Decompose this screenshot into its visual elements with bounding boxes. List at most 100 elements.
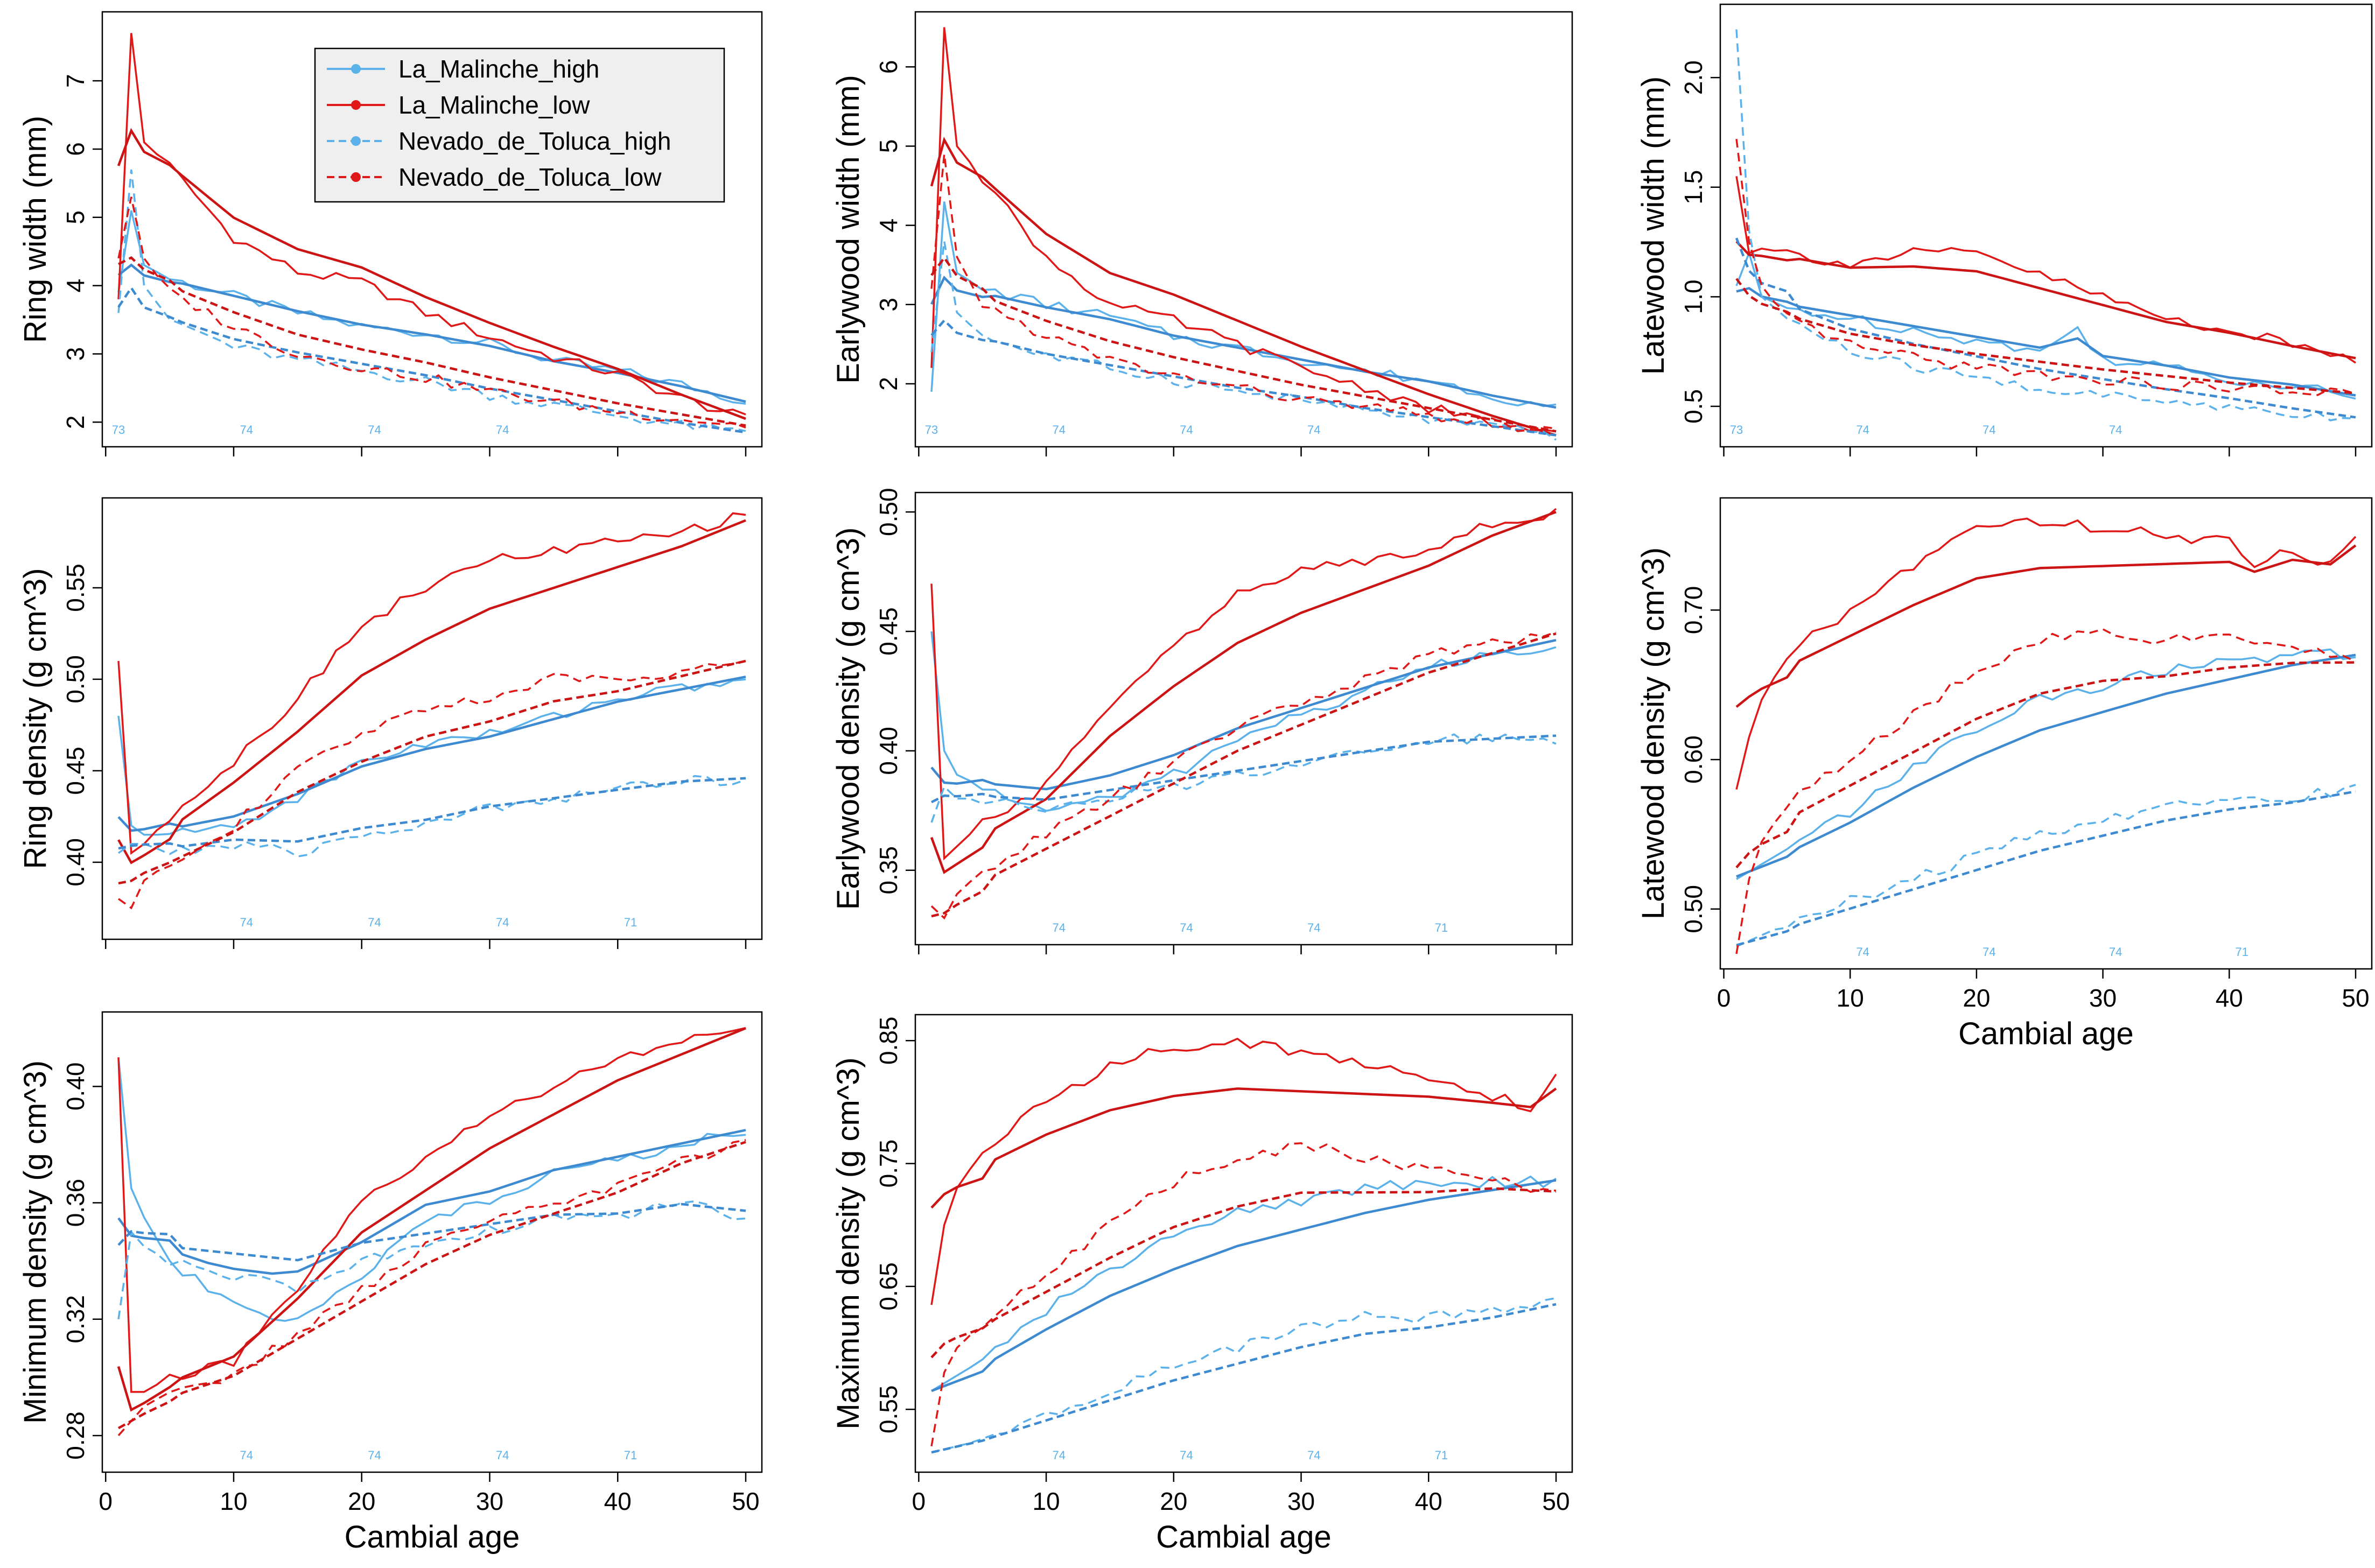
series-raw-La_Malinche_low — [930, 1037, 1557, 1305]
series-fit-La_Malinche_high — [930, 639, 1557, 791]
series-fit-La_Malinche_low — [930, 511, 1557, 874]
y-tick-label: 0.50 — [61, 655, 89, 704]
series-fit-La_Malinche_low — [930, 1087, 1557, 1209]
sample-size-label: 71 — [624, 916, 637, 929]
sample-size-label: 74 — [496, 423, 509, 437]
y-tick-label: 2.0 — [1679, 60, 1707, 95]
y-axis-label: Ring width (mm) — [18, 116, 53, 343]
x-axis-label: Cambial age — [345, 1520, 520, 1555]
y-tick-label: 0.85 — [874, 1016, 902, 1065]
x-tick-label: 30 — [476, 1487, 503, 1515]
series-fit-Nevado_de_Toluca_low — [930, 256, 1557, 433]
sample-size-label: 71 — [2236, 945, 2248, 959]
sample-size-label: 74 — [368, 423, 381, 437]
series-fit-La_Malinche_high — [1736, 287, 2356, 397]
sample-size-label: 71 — [1435, 1449, 1448, 1462]
sample-size-label: 74 — [240, 916, 253, 929]
chart-panel-4: 0.40 0.45 0.50 0.55 Ring density (g cm^3) 74 7… — [18, 497, 763, 949]
y-tick-label: 0.45 — [61, 747, 89, 795]
y-tick-label: 0.50 — [874, 488, 902, 536]
legend-label: La_Malinche_high — [398, 55, 599, 83]
y-tick-label: 0.50 — [1679, 885, 1707, 933]
series-raw-Nevado_de_Toluca_high — [117, 1200, 746, 1319]
sample-size-label: 74 — [496, 916, 509, 929]
x-tick-label: 50 — [2342, 984, 2369, 1012]
series-fit-Nevado_de_Toluca_high — [930, 734, 1557, 804]
series-fit-La_Malinche_high — [117, 676, 746, 832]
sample-size-label: 74 — [1180, 921, 1193, 934]
x-tick-label: 20 — [1160, 1487, 1187, 1515]
series-raw-La_Malinche_low — [117, 512, 746, 855]
series-fit-Nevado_de_Toluca_low — [1735, 278, 2356, 395]
series-raw-Nevado_de_Toluca_low — [117, 1139, 746, 1437]
x-tick-label: 40 — [2216, 984, 2243, 1012]
plot-frame — [914, 491, 1573, 946]
sample-size-label: 74 — [368, 1449, 381, 1462]
series-raw-La_Malinche_high — [1736, 648, 2356, 880]
series-raw-Nevado_de_Toluca_high — [930, 241, 1557, 441]
x-tick-label: 10 — [1837, 984, 1864, 1012]
x-tick-label: 0 — [1717, 984, 1731, 1012]
legend-marker — [351, 136, 361, 146]
sample-size-label: 74 — [1307, 423, 1320, 437]
sample-size-label: 74 — [240, 1449, 253, 1462]
y-tick-label: 0.35 — [874, 846, 902, 895]
y-tick-label: 4 — [61, 279, 89, 293]
y-tick-label: 3 — [61, 347, 89, 361]
series-fit-Nevado_de_Toluca_high — [1735, 237, 2356, 419]
sample-size-label: 74 — [1307, 921, 1320, 934]
y-axis-label: Ring density (g cm^3) — [18, 568, 53, 869]
sample-size-label: 71 — [1435, 921, 1448, 934]
sample-size-label: 73 — [925, 423, 938, 437]
series-fit-Nevado_de_Toluca_low — [1735, 661, 2356, 869]
series-raw-La_Malinche_high — [117, 1057, 746, 1322]
series-fit-La_Malinche_low — [1735, 240, 2356, 360]
series-fit-Nevado_de_Toluca_high — [117, 285, 746, 434]
x-tick-label: 10 — [220, 1487, 247, 1515]
series-fit-Nevado_de_Toluca_low — [930, 1187, 1557, 1359]
y-tick-label: 0.5 — [1679, 389, 1707, 424]
series-raw-La_Malinche_high — [117, 678, 746, 836]
y-tick-label: 2 — [874, 377, 902, 391]
x-tick-label: 0 — [912, 1487, 926, 1515]
series-raw-Nevado_de_Toluca_high — [117, 775, 746, 857]
legend: La_Malinche_high La_Malinche_low Nevado_de… — [314, 47, 725, 203]
y-tick-label: 5 — [874, 139, 902, 153]
sample-size-label: 74 — [1307, 1449, 1320, 1462]
series-fit-La_Malinche_high — [930, 276, 1557, 409]
y-axis-label: Latewood density (g cm^3) — [1636, 547, 1671, 919]
series-raw-La_Malinche_high — [931, 1175, 1557, 1392]
legend-marker — [351, 64, 361, 74]
chart-panel-3: 0.5 1.0 1.5 2.0 Latewood width (mm) 73 74 74 74 — [1636, 3, 2373, 456]
chart-panel-7: 0.28 0.32 0.36 0.40 0 10 20 30 40 50 Minimum densi… — [18, 1011, 763, 1555]
series-fit-La_Malinche_high — [1736, 653, 2356, 878]
plot-frame — [1719, 3, 2373, 448]
sample-size-label: 73 — [112, 423, 125, 437]
chart-panel-6: 0.50 0.60 0.70 0 10 20 30 40 50 Latewood density … — [1636, 497, 2373, 1051]
sample-size-label: 74 — [1052, 921, 1065, 934]
series-fit-Nevado_de_Toluca_high — [1736, 790, 2356, 947]
series-raw-La_Malinche_high — [117, 210, 746, 405]
x-tick-label: 40 — [1415, 1487, 1442, 1515]
y-tick-label: 0.36 — [61, 1179, 89, 1227]
series-fit-Nevado_de_Toluca_high — [930, 319, 1557, 437]
series-fit-Nevado_de_Toluca_low — [117, 1141, 746, 1430]
sample-size-label: 74 — [1856, 945, 1869, 959]
y-tick-label: 7 — [61, 74, 89, 88]
x-tick-label: 50 — [1542, 1487, 1570, 1515]
legend-marker — [351, 100, 361, 110]
legend-label: La_Malinche_low — [398, 91, 590, 119]
sample-size-label: 73 — [1730, 423, 1743, 437]
y-tick-label: 1.0 — [1679, 279, 1707, 314]
x-tick-label: 20 — [1963, 984, 1990, 1012]
chart-panel-5: 0.35 0.40 0.45 0.50 Earlywood density (g cm^… — [831, 488, 1573, 954]
series-raw-La_Malinche_low — [117, 33, 746, 416]
series-raw-La_Malinche_low — [1735, 517, 2357, 790]
plot-frame — [1719, 497, 2373, 970]
series-fit-Nevado_de_Toluca_high — [931, 1303, 1557, 1454]
y-tick-label: 0.40 — [874, 727, 902, 775]
series-raw-La_Malinche_low — [930, 27, 1557, 433]
x-tick-label: 30 — [1287, 1487, 1315, 1515]
sample-size-label: 74 — [1856, 423, 1869, 437]
chart-panel-2: 2 3 4 5 6 Earlywood width (mm) 73 74 74 74 — [831, 11, 1573, 456]
